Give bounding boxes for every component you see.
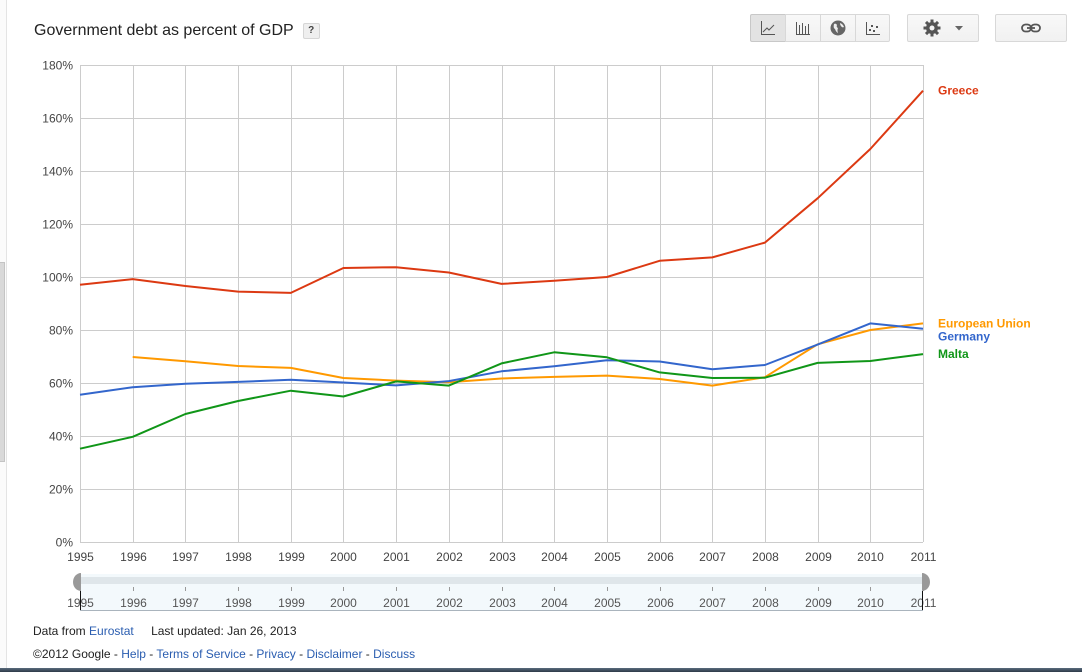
help-button[interactable]: ? — [302, 23, 320, 39]
x-tick-label: 2010 — [857, 550, 884, 564]
y-tick-label: 100% — [42, 271, 73, 285]
slider-tick-label: 2003 — [489, 596, 516, 610]
y-tick-label: 140% — [42, 165, 73, 179]
y-tick-label: 80% — [49, 324, 73, 338]
chart-series — [79, 90, 924, 450]
last-updated: Last updated: Jan 26, 2013 — [151, 624, 297, 638]
slider-tick-label: 2009 — [805, 596, 832, 610]
slider-tick-label: 2005 — [594, 596, 621, 610]
slider-tick-label: 1996 — [120, 596, 147, 610]
link-button[interactable] — [995, 14, 1067, 42]
bar-chart-button[interactable] — [785, 14, 820, 42]
help-link[interactable]: Help — [121, 647, 146, 661]
x-tick-label: 2007 — [699, 550, 726, 564]
x-tick-label: 1996 — [120, 550, 147, 564]
terms-link[interactable]: Terms of Service — [156, 647, 246, 661]
y-tick-label: 180% — [42, 59, 73, 73]
chart-title-bar: Government debt as percent of GDP ? — [34, 22, 320, 40]
slider-end-handle[interactable] — [922, 573, 930, 591]
y-tick-label: 0% — [56, 536, 74, 550]
x-tick-label: 1995 — [67, 550, 94, 564]
footer-links: ©2012 Google - Help - Terms of Service -… — [33, 647, 415, 661]
gear-icon — [923, 19, 941, 37]
slider-tick-label: 2011 — [911, 596, 937, 610]
line-chart-button[interactable] — [750, 14, 785, 42]
series-line-greece — [79, 90, 924, 294]
slider-tick-label: 1998 — [225, 596, 252, 610]
y-tick-label: 60% — [49, 377, 73, 391]
settings-button[interactable] — [907, 14, 979, 42]
map-chart-button[interactable] — [820, 14, 855, 42]
eurostat-link[interactable]: Eurostat — [89, 624, 134, 638]
y-tick-label: 40% — [49, 430, 73, 444]
scrollbar-thumb[interactable] — [0, 262, 5, 462]
slider-start-handle[interactable] — [73, 573, 81, 591]
window-bottom-edge — [0, 668, 1082, 672]
x-tick-label: 1999 — [278, 550, 305, 564]
line-chart: 0%20%40%60%80%100%120%140%160%180% 1995 1… — [42, 59, 1031, 611]
slider-track — [80, 577, 923, 584]
disclaimer-link[interactable]: Disclaimer — [306, 647, 363, 661]
x-tick-label: 2005 — [594, 550, 621, 564]
series-line-malta — [79, 351, 924, 450]
caret-down-icon — [955, 25, 963, 30]
page-title: Government debt as percent of GDP — [34, 22, 294, 39]
time-slider: 1995 1996 1997 1998 1999 2000 2001 2002 2003 2004… — [67, 573, 937, 611]
x-tick-label: 2001 — [383, 550, 410, 564]
x-tick-label: 2011 — [911, 550, 937, 564]
globe-icon — [830, 20, 846, 36]
slider-tick-label: 2008 — [752, 596, 779, 610]
scatter-chart-button[interactable] — [855, 14, 890, 42]
line-chart-icon — [761, 21, 775, 35]
x-tick-label: 1998 — [225, 550, 252, 564]
discuss-link[interactable]: Discuss — [373, 647, 416, 661]
slider-tick-label: 2001 — [383, 596, 410, 610]
series-line-european-union — [132, 322, 924, 387]
slider-tick-label: 2006 — [647, 596, 674, 610]
x-tick-label: 2004 — [541, 550, 568, 564]
slider-tick-label: 2007 — [699, 596, 726, 610]
separator: - — [295, 647, 307, 661]
data-source-line: Data from Eurostat Last updated: Jan 26,… — [33, 624, 297, 638]
page-scrollbar[interactable] — [0, 0, 7, 672]
x-tick-label: 2002 — [436, 550, 463, 564]
copyright: ©2012 Google — [33, 647, 111, 661]
slider-tick-label: 2010 — [857, 596, 884, 610]
x-axis-ticks: 1995 1996 1997 1998 1999 2000 2001 2002 2003 2004… — [67, 550, 937, 564]
x-tick-label: 2003 — [489, 550, 516, 564]
x-tick-label: 2006 — [647, 550, 674, 564]
y-tick-label: 160% — [42, 112, 73, 126]
slider-tick-label: 1997 — [172, 596, 199, 610]
series-label-greece: Greece — [938, 84, 979, 98]
series-label-european-union: European Union — [938, 316, 1031, 330]
bar-chart-icon — [796, 22, 810, 35]
slider-tick-label: 1999 — [278, 596, 305, 610]
link-icon — [1021, 23, 1041, 33]
series-label-malta: Malta — [938, 347, 969, 361]
privacy-link[interactable]: Privacy — [256, 647, 296, 661]
slider-tick-label: 2004 — [541, 596, 568, 610]
x-tick-label: 2000 — [330, 550, 357, 564]
data-from-label: Data from — [33, 624, 86, 638]
series-label-germany: Germany — [938, 329, 990, 343]
separator: - — [145, 647, 157, 661]
separator: - — [110, 647, 122, 661]
separator: - — [245, 647, 257, 661]
separator: - — [362, 647, 374, 661]
x-tick-label: 1997 — [172, 550, 199, 564]
chart-grid — [80, 65, 924, 543]
y-axis-ticks: 0% 20% 40% 60% 80% 100% 120% 140% 160% 180% — [42, 59, 73, 550]
series-line-germany — [79, 322, 924, 396]
chart-type-toolbar — [750, 14, 890, 42]
scatter-chart-icon — [865, 22, 880, 35]
slider-tick-label: 2002 — [436, 596, 463, 610]
chart-type-group — [750, 14, 890, 42]
x-tick-label: 2008 — [752, 550, 779, 564]
slider-tick-label: 2000 — [330, 596, 357, 610]
x-tick-label: 2009 — [805, 550, 832, 564]
y-tick-label: 120% — [42, 218, 73, 232]
y-tick-label: 20% — [49, 483, 73, 497]
